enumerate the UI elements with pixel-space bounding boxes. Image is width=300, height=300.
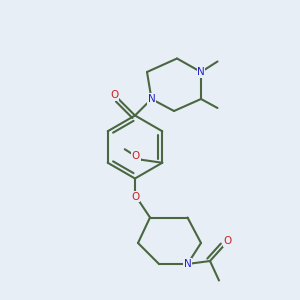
Text: O: O <box>110 90 119 100</box>
Text: N: N <box>184 259 191 269</box>
Text: O: O <box>131 191 139 202</box>
Text: O: O <box>132 151 140 161</box>
Text: N: N <box>148 94 155 104</box>
Text: O: O <box>223 236 232 247</box>
Text: N: N <box>197 67 205 77</box>
